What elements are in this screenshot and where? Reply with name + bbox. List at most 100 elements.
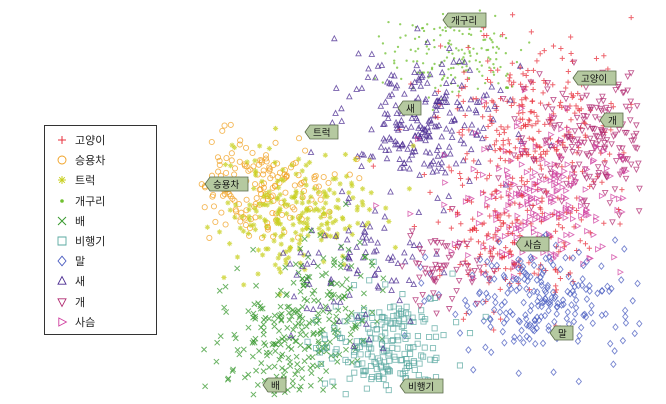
data-point [493, 138, 499, 144]
data-point [323, 270, 329, 277]
data-point [248, 222, 254, 228]
data-point [345, 313, 352, 320]
data-point [277, 303, 284, 310]
data-point [249, 149, 256, 156]
data-point [590, 231, 598, 239]
data-point [480, 317, 487, 325]
data-point [283, 173, 290, 180]
data-point [319, 228, 325, 235]
data-point [501, 130, 507, 136]
data-point [416, 246, 424, 253]
data-point [542, 121, 548, 127]
data-point [453, 266, 460, 274]
data-point [406, 238, 414, 246]
data-point [429, 277, 437, 284]
data-point [253, 208, 259, 214]
data-point [423, 131, 430, 139]
data-point [617, 221, 623, 227]
data-point [565, 105, 572, 112]
data-point [271, 323, 278, 330]
data-point [463, 240, 471, 248]
data-point [593, 213, 600, 221]
data-point [399, 141, 406, 148]
data-point [518, 105, 526, 112]
data-point [394, 126, 402, 133]
data-point [482, 313, 489, 321]
data-point [342, 391, 349, 398]
data-point [339, 215, 346, 221]
data-point [318, 237, 324, 243]
data-point [534, 301, 542, 310]
data-point [361, 239, 368, 246]
data-point [382, 382, 390, 389]
data-point [299, 190, 305, 196]
data-point [244, 159, 250, 165]
data-point [411, 78, 419, 85]
legend-item: 개 [55, 292, 148, 312]
data-point [636, 319, 643, 328]
data-point [348, 315, 355, 322]
data-point [375, 375, 383, 382]
data-point [595, 245, 602, 253]
data-point [275, 292, 281, 299]
data-point [294, 361, 301, 368]
data-point [279, 365, 286, 372]
data-point [554, 146, 560, 153]
data-point [516, 191, 523, 199]
data-point [231, 171, 238, 178]
data-point [366, 344, 373, 351]
data-point [615, 81, 623, 89]
data-point [528, 195, 536, 203]
data-point [473, 257, 481, 265]
legend-label: 배 [75, 214, 86, 228]
data-point [287, 245, 293, 251]
data-point [433, 27, 436, 31]
data-point [486, 172, 493, 178]
data-point [384, 52, 387, 55]
diamond-marker-icon [57, 255, 67, 267]
data-point [527, 306, 534, 315]
data-point [300, 187, 308, 195]
data-point [435, 88, 441, 95]
data-point [563, 187, 570, 195]
data-point [509, 60, 515, 66]
data-point [592, 132, 600, 140]
data-point [479, 189, 487, 197]
data-point [307, 382, 314, 389]
data-point [301, 346, 308, 353]
data-point [263, 218, 269, 224]
data-point [480, 47, 483, 50]
data-point [276, 327, 282, 334]
data-point [465, 105, 473, 112]
data-point [236, 158, 243, 165]
data-point [496, 237, 503, 246]
data-point [449, 77, 457, 84]
data-point [433, 266, 441, 273]
data-point [322, 191, 329, 197]
data-point [582, 84, 590, 91]
data-point [564, 134, 571, 142]
data-point [505, 171, 512, 179]
data-point [311, 207, 317, 213]
data-point [433, 62, 436, 66]
data-point [484, 204, 490, 210]
data-point [353, 85, 360, 92]
data-point [551, 161, 559, 168]
data-point [490, 38, 493, 42]
data-point [440, 206, 448, 214]
data-point [448, 39, 451, 42]
data-point [457, 136, 465, 143]
data-point [341, 318, 348, 325]
data-point [433, 239, 441, 247]
data-point [428, 266, 436, 273]
data-point [398, 121, 405, 128]
data-point [223, 155, 230, 162]
data-point [321, 332, 328, 339]
data-point [580, 112, 588, 120]
data-point [482, 246, 488, 252]
data-point [341, 255, 348, 262]
data-point [507, 96, 514, 103]
data-point [304, 206, 310, 212]
data-point [398, 308, 405, 315]
data-point [309, 354, 316, 361]
